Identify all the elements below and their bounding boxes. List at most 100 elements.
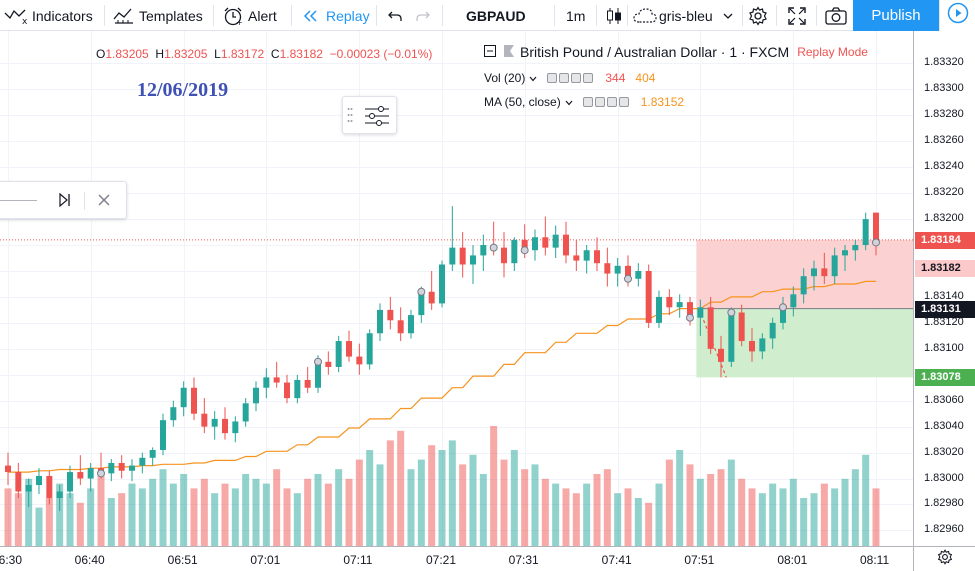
settings-button[interactable] [748,0,768,31]
templates-button[interactable]: Templates [113,0,203,31]
gear-icon[interactable] [606,97,617,107]
volume-bar [190,488,198,546]
interval-selector[interactable]: 1m [566,0,585,31]
gear-icon[interactable] [571,73,582,83]
candle-body [811,268,817,277]
eye-icon[interactable] [547,73,558,83]
close-icon[interactable] [618,97,629,107]
high-key: H [155,47,165,61]
redo-button[interactable] [415,0,431,31]
candle-body [67,472,73,492]
price-tick-label: 1.82960 [924,523,964,536]
volume-bar [851,469,859,546]
volume-bar [231,488,239,546]
high-value: 1.83205 [164,47,208,61]
replay-button[interactable]: Replay [302,0,370,31]
collapse-icon[interactable] [484,44,496,60]
chart-pane[interactable] [0,31,913,546]
ma-study-name[interactable]: MA (50, close) [484,95,561,109]
volume-bar [66,493,74,546]
volume-bar [211,493,219,546]
ma-value: 1.83152 [640,95,685,109]
volume-bar [97,474,105,546]
time-axis[interactable]: 06:30 06:40 06:51 07:01 07:11 07:21 07:31 07:41… [0,546,913,571]
indicators-button[interactable]: x Indicators [4,0,93,31]
candle-body [439,264,445,304]
publish-button[interactable]: Publish [853,0,939,31]
price-tick-label: 1.83200 [924,212,964,225]
volume-bar [500,459,508,546]
undo-button[interactable] [387,0,403,31]
snapshot-button[interactable] [825,0,847,31]
candle-body [222,418,228,434]
volume-bar [118,493,126,546]
close-icon[interactable] [583,73,594,83]
volume-bar [541,478,549,546]
axis-settings-button[interactable] [913,546,975,571]
close-key: C [270,47,280,61]
volume-bar [789,478,797,546]
volume-bar [252,478,260,546]
date-annotation[interactable]: 12/06/2019 [137,79,229,101]
chevron-down-icon[interactable] [565,95,573,109]
chevron-down-icon[interactable] [529,71,537,85]
volume-study-name[interactable]: Vol (20) [484,71,526,85]
change-value: −0.00023 (−0.01%) [329,47,433,61]
replay-slider[interactable] [0,200,37,201]
eye-icon[interactable] [582,97,593,107]
price-tick-label: 1.82980 [924,497,964,510]
candle-body [139,457,146,466]
symbol-search[interactable]: GBPAUD [466,0,526,31]
theme-selector[interactable]: gris-bleu [633,0,733,31]
chart-style-button[interactable] [606,0,622,31]
undo-icon [387,8,403,24]
volume-bar [397,430,405,546]
volume-bar [872,488,880,546]
price-axis[interactable]: 1.83320 1.83300 1.83280 1.83260 1.83240 1.832… [913,31,975,546]
volume-bar [438,450,446,546]
price-tick-label: 1.83140 [924,289,964,302]
drawing-settings-icon[interactable] [363,105,391,132]
volume-bar [138,488,146,546]
candle-body [831,255,838,277]
candle-body [232,421,239,434]
replay-marker [779,303,787,312]
volume-bar [707,474,715,546]
chart-canvas[interactable] [0,31,913,546]
volume-bar [758,493,766,546]
alert-button[interactable]: + Alert [222,0,277,31]
replay-marker [686,313,694,322]
candles-icon [606,6,622,26]
theme-label: gris-bleu [659,7,713,24]
candle-body [780,307,786,323]
gear-icon[interactable] [559,73,570,83]
volume-bar [386,440,394,546]
volume-bar [56,483,64,546]
candle-body [769,322,776,339]
volume-bar [769,483,777,546]
replay-controls[interactable] [0,181,127,219]
step-forward-button[interactable] [57,192,73,213]
close-replay-button[interactable] [97,193,111,212]
time-tick-label: 06:30 [0,553,23,567]
gear-icon[interactable] [594,97,605,107]
drag-handle-icon[interactable] [347,107,353,128]
volume-bar [562,488,570,546]
volume-bar [552,483,560,546]
price-tick-label: 1.83000 [924,471,964,484]
drawing-toolbar[interactable] [342,96,397,134]
candle-body [25,485,32,492]
price-badge: 1.83182 [915,260,975,278]
alarm-clock-icon: + [222,6,244,26]
indicators-icon: x [4,7,30,25]
volume-bar [14,493,22,546]
volume-bar [149,478,157,546]
fullscreen-button[interactable] [788,0,806,31]
alert-label: Alert [248,7,277,24]
candle-body [118,462,125,471]
play-button[interactable] [939,0,975,31]
candle-body [521,239,528,251]
symbol-label: GBPAUD [466,7,526,24]
candle-body [666,296,673,308]
svg-text:+: + [236,18,243,26]
